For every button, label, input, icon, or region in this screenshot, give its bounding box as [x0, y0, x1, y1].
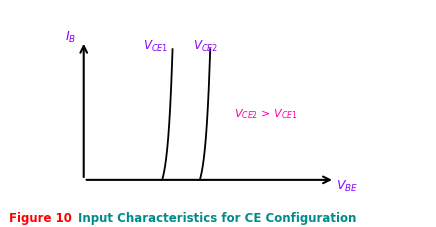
Text: $V_{BE}$: $V_{BE}$ [336, 179, 358, 194]
Text: $I_B$: $I_B$ [65, 30, 76, 45]
Text: $V_{CE2}$ > $V_{CE1}$: $V_{CE2}$ > $V_{CE1}$ [235, 108, 298, 121]
Text: Figure 10: Figure 10 [9, 212, 72, 225]
Text: Input Characteristics for CE Configuration: Input Characteristics for CE Configurati… [78, 212, 357, 225]
Text: $V_{CE1}$: $V_{CE1}$ [143, 39, 169, 54]
Text: $V_{CE2}$: $V_{CE2}$ [194, 39, 219, 54]
